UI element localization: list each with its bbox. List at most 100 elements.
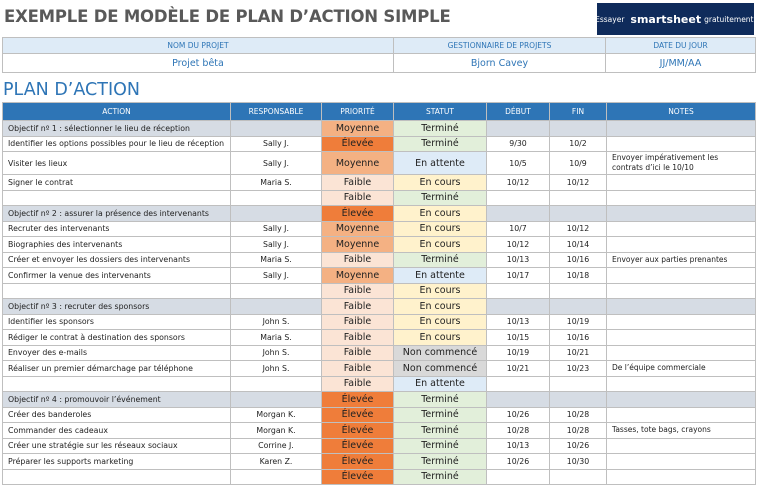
- owner-cell: John S.: [230, 360, 322, 377]
- status-cell: En cours: [393, 205, 487, 222]
- notes-cell: [606, 329, 756, 346]
- task-row: Faible En attente: [2, 375, 756, 392]
- status-cell: En cours: [393, 220, 487, 237]
- notes-cell: De l’équipe commerciale: [606, 360, 756, 377]
- action-cell: Créer une stratégie sur les réseaux soci…: [2, 437, 231, 454]
- start-cell: [486, 375, 550, 392]
- task-row: Commander des cadeaux Morgan K. Élevée Term…: [2, 422, 756, 439]
- start-cell: [486, 391, 550, 408]
- owner-cell: [230, 282, 322, 299]
- action-cell: Identifier les options possibles pour le…: [2, 135, 231, 152]
- status-cell: Terminé: [393, 422, 487, 439]
- start-cell: [486, 120, 550, 137]
- banner-brand: smartsheet: [630, 12, 702, 26]
- status-cell: En cours: [393, 174, 487, 191]
- action-cell: Recruter des intervenants: [2, 220, 231, 237]
- priority-cell: Faible: [321, 174, 394, 191]
- end-cell: 10/23: [549, 360, 607, 377]
- priority-cell: Moyenne: [321, 151, 394, 175]
- action-cell: Confirmer la venue des intervenants: [2, 267, 231, 284]
- status-cell: En cours: [393, 329, 487, 346]
- notes-cell: [606, 189, 756, 206]
- objective-cell: Objectif nº 1 : sélectionner le lieu de …: [2, 120, 231, 137]
- status-cell: Terminé: [393, 251, 487, 268]
- priority-cell: Faible: [321, 360, 394, 377]
- owner-cell: John S.: [230, 344, 322, 361]
- start-cell: 10/26: [486, 406, 550, 423]
- notes-cell: [606, 282, 756, 299]
- notes-cell: [606, 344, 756, 361]
- owner-cell: Morgan K.: [230, 406, 322, 423]
- column-header: FIN: [549, 102, 607, 121]
- notes-cell: [606, 220, 756, 237]
- notes-cell: [606, 406, 756, 423]
- task-row: Confirmer la venue des intervenants Sally…: [2, 267, 756, 284]
- owner-cell: [230, 298, 322, 315]
- priority-cell: Faible: [321, 282, 394, 299]
- task-row: Recruter des intervenants Sally J. Moyenne…: [2, 220, 756, 237]
- action-cell: Visiter les lieux: [2, 151, 231, 175]
- task-row: Rédiger le contrat à destination des spo…: [2, 329, 756, 346]
- end-cell: [549, 189, 607, 206]
- objective-row: Objectif nº 2 : assurer la présence des …: [2, 205, 756, 222]
- task-row: Signer le contrat Maria S. Faible En cours 1…: [2, 174, 756, 191]
- status-cell: Terminé: [393, 437, 487, 454]
- status-cell: En attente: [393, 151, 487, 175]
- objective-row: Objectif nº 3 : recruter des sponsors Fai…: [2, 298, 756, 315]
- status-cell: Non commencé: [393, 360, 487, 377]
- end-cell: 10/21: [549, 344, 607, 361]
- owner-cell: [230, 391, 322, 408]
- action-cell: Rédiger le contrat à destination des spo…: [2, 329, 231, 346]
- smartsheet-banner[interactable]: Essayer smartsheet gratuitement.: [595, 3, 756, 35]
- end-cell: 10/12: [549, 174, 607, 191]
- status-cell: Terminé: [393, 406, 487, 423]
- start-cell: 10/15: [486, 329, 550, 346]
- task-row: Élevée Terminé: [2, 468, 756, 485]
- priority-cell: Moyenne: [321, 236, 394, 253]
- end-cell: 10/30: [549, 453, 607, 470]
- end-cell: 10/26: [549, 437, 607, 454]
- action-cell: Identifier les sponsors: [2, 313, 231, 330]
- owner-cell: Sally J.: [230, 220, 322, 237]
- action-cell: Biographies des intervenants: [2, 236, 231, 253]
- start-cell: 10/12: [486, 174, 550, 191]
- owner-cell: Maria S.: [230, 251, 322, 268]
- end-cell: 10/18: [549, 267, 607, 284]
- task-row: Créer et envoyer les dossiers des interv…: [2, 251, 756, 268]
- notes-cell: [606, 236, 756, 253]
- start-cell: 10/26: [486, 453, 550, 470]
- project-value: JJ/MM/AA: [605, 53, 756, 73]
- end-cell: 10/14: [549, 236, 607, 253]
- action-table: ACTION RESPONSABLE PRIORITÉ STATUT DÉBUT FIN N…: [2, 102, 756, 485]
- action-cell: [2, 282, 231, 299]
- action-cell: [2, 375, 231, 392]
- priority-cell: Faible: [321, 251, 394, 268]
- project-header: GESTIONNAIRE DE PROJETS: [393, 37, 606, 54]
- task-row: Préparer les supports marketing Karen Z. É…: [2, 453, 756, 470]
- action-cell: Envoyer des e-mails: [2, 344, 231, 361]
- notes-cell: [606, 313, 756, 330]
- end-cell: [549, 468, 607, 485]
- notes-cell: [606, 375, 756, 392]
- notes-cell: Envoyer impérativement les contrats d’ic…: [606, 151, 756, 175]
- notes-cell: Tasses, tote bags, crayons: [606, 422, 756, 439]
- priority-cell: Faible: [321, 344, 394, 361]
- end-cell: [549, 205, 607, 222]
- project-header: DATE DU JOUR: [605, 37, 756, 54]
- status-cell: Terminé: [393, 189, 487, 206]
- notes-cell: Envoyer aux parties prenantes: [606, 251, 756, 268]
- task-row: Identifier les sponsors John S. Faible En c…: [2, 313, 756, 330]
- objective-cell: Objectif nº 4 : promouvoir l’événement: [2, 391, 231, 408]
- status-cell: En cours: [393, 236, 487, 253]
- start-cell: 10/21: [486, 360, 550, 377]
- priority-cell: Moyenne: [321, 220, 394, 237]
- start-cell: 10/5: [486, 151, 550, 175]
- status-cell: Terminé: [393, 135, 487, 152]
- priority-cell: Élevée: [321, 437, 394, 454]
- task-row: Faible Terminé: [2, 189, 756, 206]
- owner-cell: John S.: [230, 313, 322, 330]
- task-row: Identifier les options possibles pour le…: [2, 135, 756, 152]
- owner-cell: [230, 205, 322, 222]
- status-cell: Terminé: [393, 391, 487, 408]
- status-cell: En attente: [393, 375, 487, 392]
